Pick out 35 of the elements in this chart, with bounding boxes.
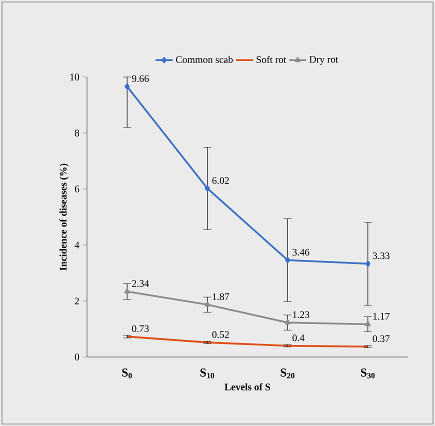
x-tick-label: S$_{30}$ <box>360 368 375 378</box>
data-label: 0.52 <box>212 331 229 338</box>
point <box>204 302 210 307</box>
data-label: 3.46 <box>292 248 310 256</box>
x-tick-label: S$_{0}$ <box>122 368 132 378</box>
data-label: 3.33 <box>372 252 390 260</box>
x-axis-title: Levels of S <box>224 383 270 390</box>
data-label: 2.34 <box>132 280 150 287</box>
data-label: 0.37 <box>372 335 390 342</box>
x-tick-label: S$_{10}$ <box>200 368 214 378</box>
data-label: 1.23 <box>293 311 310 318</box>
point <box>124 83 130 90</box>
data-label: 9.66 <box>132 75 149 82</box>
point <box>204 185 210 192</box>
point <box>124 288 130 294</box>
y-tick-label: 6 <box>74 186 80 192</box>
y-tick-label: 8 <box>74 130 80 136</box>
y-tick-label: 0 <box>74 354 80 360</box>
point <box>284 319 290 325</box>
data-label: 0.73 <box>132 325 149 332</box>
point <box>285 257 290 264</box>
y-axis-title: Incidence of diseases (%) <box>59 164 69 270</box>
point <box>365 321 371 326</box>
legend-label: Common scab <box>176 56 233 63</box>
data-label: 0.4 <box>292 334 305 342</box>
y-tick-label: 10 <box>70 74 80 80</box>
data-label: 1.17 <box>373 312 390 320</box>
legend-label: Soft rot <box>256 56 286 63</box>
point <box>365 260 370 267</box>
data-label: 1.87 <box>212 293 230 300</box>
data-label: 6.02 <box>212 177 229 184</box>
legend-label: Dry rot <box>309 56 338 65</box>
y-tick-label: 2 <box>74 298 79 304</box>
x-tick-label: S$_{20}$ <box>280 368 294 378</box>
y-tick-label: 4 <box>74 242 80 248</box>
